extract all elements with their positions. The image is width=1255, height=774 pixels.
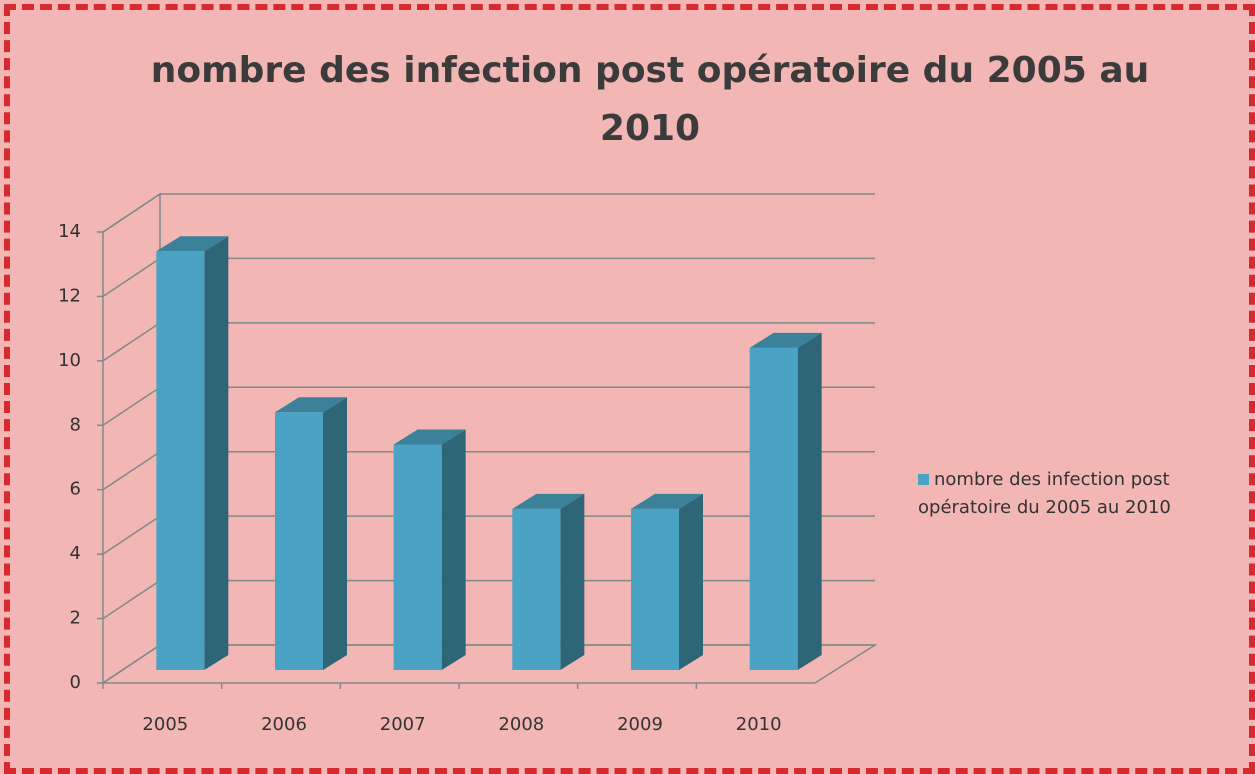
x-tick-label: 2007 xyxy=(380,714,426,735)
legend: nombre des infection post opératoire du … xyxy=(918,466,1248,522)
y-tick-label: 4 xyxy=(70,543,81,564)
bar-side xyxy=(679,493,703,670)
bar-front xyxy=(749,347,798,670)
y-tick-label: 0 xyxy=(70,672,81,693)
bar-top xyxy=(749,332,822,348)
frame xyxy=(4,4,1255,774)
bar-front xyxy=(275,412,323,670)
x-tick-label: 2008 xyxy=(498,714,544,735)
y-tick-label: 8 xyxy=(70,414,81,435)
bar-side xyxy=(323,397,347,670)
y-tick-label: 6 xyxy=(70,479,81,500)
bar-front xyxy=(631,508,679,670)
bar-top xyxy=(512,493,585,509)
x-tick-label: 2009 xyxy=(617,714,663,735)
grid-line xyxy=(102,193,875,233)
y-tick-label: 14 xyxy=(58,221,81,242)
x-tick-label: 2010 xyxy=(736,714,782,735)
bar-side xyxy=(204,236,229,670)
bar xyxy=(393,429,466,670)
bar-front xyxy=(393,444,442,670)
bar-side xyxy=(441,429,466,670)
y-tick-label: 10 xyxy=(58,350,81,371)
legend-label: nombre des infection post opératoire du … xyxy=(918,469,1171,518)
y-tick-label: 12 xyxy=(58,285,81,306)
bar xyxy=(156,236,229,670)
y-tick-label: 2 xyxy=(70,608,81,629)
bar-front xyxy=(156,251,205,670)
bar xyxy=(512,493,585,670)
chart-title: nombre des infection post opératoire du … xyxy=(150,50,1150,149)
bar-top xyxy=(631,493,703,509)
bar xyxy=(749,332,822,670)
bar-top xyxy=(156,236,229,252)
bar-front xyxy=(512,508,561,670)
x-tick-label: 2005 xyxy=(142,714,188,735)
bar-top xyxy=(393,429,466,445)
bar-side xyxy=(560,493,585,670)
legend-swatch xyxy=(918,474,929,485)
bar-top xyxy=(275,397,347,413)
bar-side xyxy=(797,332,822,670)
bar xyxy=(631,493,703,670)
x-tick-label: 2006 xyxy=(261,714,307,735)
bar xyxy=(275,397,347,670)
